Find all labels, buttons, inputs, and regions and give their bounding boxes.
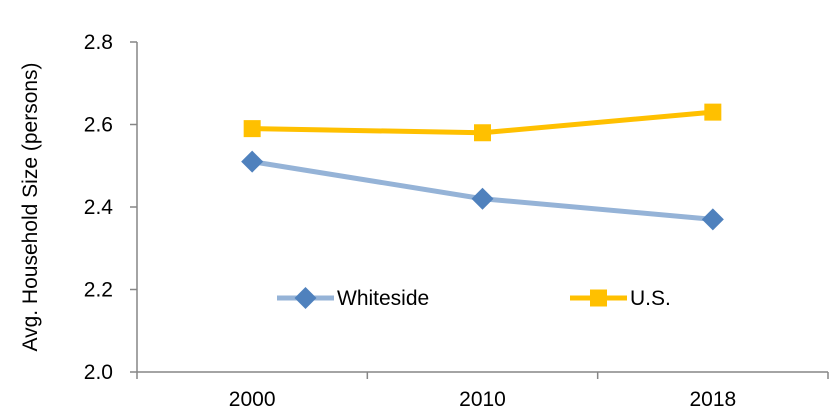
series-1: [243, 103, 722, 142]
x-tick-label: 2018: [689, 388, 736, 411]
legend-item: Whiteside: [277, 287, 429, 310]
legend-marker-swatch: [294, 287, 317, 309]
data-point-marker: [241, 150, 264, 173]
y-tick-label: 2.8: [84, 31, 113, 54]
legend-item: U.S.: [570, 287, 671, 310]
y-tick-label: 2.6: [84, 114, 113, 137]
data-point-marker: [471, 187, 494, 210]
data-point-marker: [701, 208, 724, 231]
data-point-marker: [474, 124, 491, 142]
series-layer: [241, 103, 724, 231]
x-axis-ticks: 2000 2010 2018: [136, 372, 829, 411]
y-tick-label: 2.2: [84, 279, 113, 302]
legend-label: Whiteside: [337, 287, 429, 310]
x-tick-label: 2010: [459, 388, 506, 411]
legend: Whiteside U.S.: [277, 287, 671, 310]
data-point-marker: [243, 120, 261, 138]
y-axis-ticks: 2.0 2.2 2.4 2.6 2.8: [84, 31, 137, 384]
y-axis-title: Avg. Household Size (persons): [19, 62, 42, 351]
legend-marker-swatch: [590, 289, 607, 307]
data-point-marker: [704, 103, 722, 121]
y-tick-label: 2.0: [84, 361, 113, 384]
legend-label: U.S.: [630, 287, 671, 310]
series-0: [241, 150, 724, 231]
y-tick-label: 2.4: [84, 196, 114, 219]
x-tick-label: 2000: [229, 388, 276, 411]
